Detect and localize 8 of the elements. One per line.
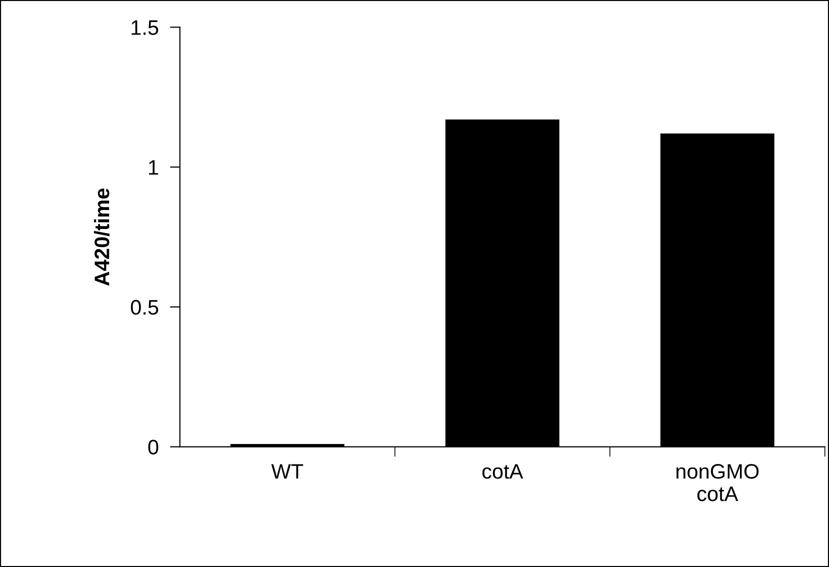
y-tick-label: 0 [148, 440, 158, 455]
y-tick-label: 1 [149, 160, 158, 175]
x-tick-label: WT [271, 464, 304, 479]
y-tick-label: 1.5 [132, 20, 158, 35]
y-tick-label: 0.5 [130, 300, 158, 315]
x-tick-label: cotA [482, 464, 524, 479]
x-tick-label: nonGMO cotA [676, 464, 759, 502]
y-axis-title: A420/time [94, 188, 110, 286]
